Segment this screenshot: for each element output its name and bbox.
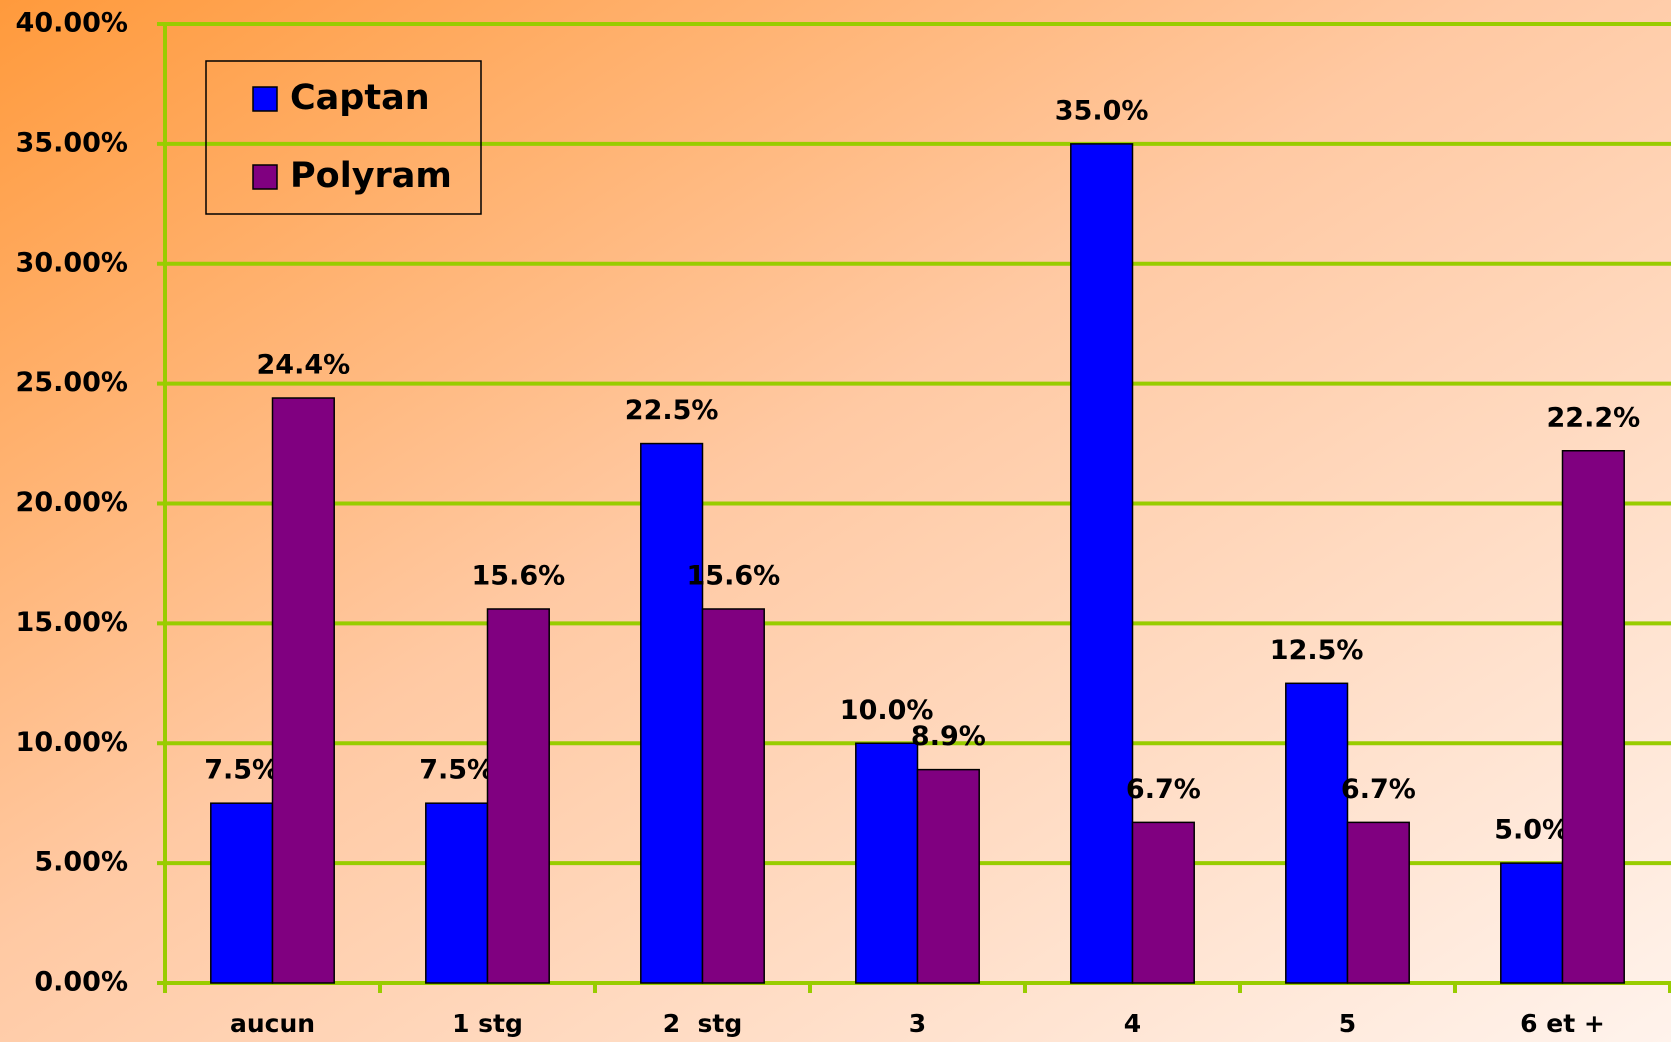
x-tick-label: 3 [909,1009,926,1038]
x-tick-label: 1 stg [452,1009,523,1038]
x-tick-label: 4 [1124,1009,1141,1038]
value-label: 24.4% [257,350,351,381]
value-label: 12.5% [1270,635,1364,666]
y-tick-label: 0.00% [34,967,128,998]
y-tick-label: 5.00% [34,847,128,878]
bar [916,768,980,984]
bar [701,608,765,984]
value-label: 15.6% [472,560,566,591]
value-label: 22.2% [1547,402,1641,433]
bar [1131,821,1195,984]
y-tick-label: 15.00% [16,607,128,638]
legend-swatch [252,86,278,112]
value-label: 35.0% [1055,95,1149,126]
value-label: 15.6% [687,560,781,591]
bar [425,802,489,984]
bar [486,608,550,984]
value-label: 5.0% [1494,815,1569,846]
y-tick-label: 25.00% [16,367,128,398]
bar [1561,450,1625,984]
x-tick-label: 6 et + [1520,1009,1605,1038]
value-label: 10.0% [840,695,934,726]
y-tick-label: 10.00% [16,727,128,758]
y-tick-label: 40.00% [16,8,128,39]
bar [640,442,704,984]
legend-box [205,60,482,215]
x-tick-label: 5 [1339,1009,1356,1038]
y-tick-label: 30.00% [16,247,128,278]
value-label: 22.5% [625,395,719,426]
value-label: 6.7% [1341,774,1416,805]
value-label: 7.5% [419,755,494,786]
value-label: 8.9% [911,721,986,752]
x-tick-label: 2 stg [663,1009,743,1038]
y-tick-label: 35.00% [16,127,128,158]
bar [855,742,919,984]
y-tick-label: 20.00% [16,487,128,518]
legend-label: Captan [290,78,430,118]
legend-label: Polyram [290,156,452,196]
bar [210,802,274,984]
x-tick-label: aucun [230,1009,315,1038]
legend-swatch [252,164,278,190]
value-label: 6.7% [1126,774,1201,805]
value-label: 7.5% [204,755,279,786]
bar [1285,682,1349,984]
bar [1346,821,1410,984]
bar [1500,862,1564,984]
bar [271,397,335,984]
bar [1070,143,1134,984]
